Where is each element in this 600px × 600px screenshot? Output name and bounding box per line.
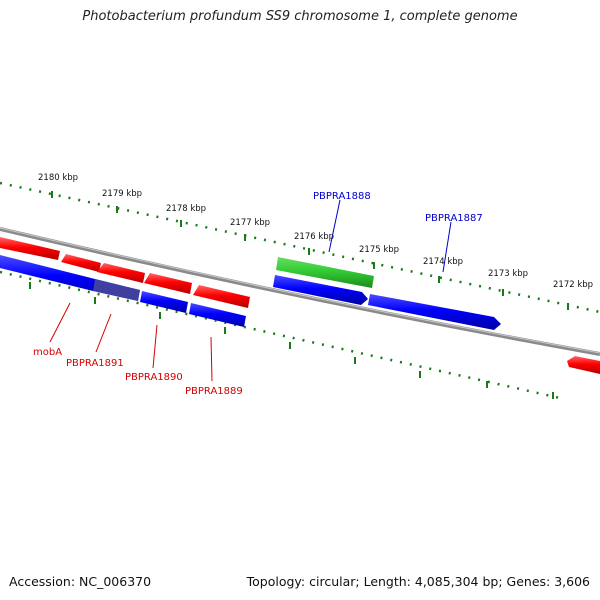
gene-arrow-reverse[interactable] [189,303,246,327]
accession-text: Accession: NC_006370 [9,574,152,589]
tick-label-2177: 2177 kbp [230,218,270,228]
callout-line-pbpra1891 [95,313,112,353]
gene-arrow-reverse-overlap[interactable] [93,279,140,301]
tick-label-2178: 2178 kbp [166,204,206,214]
tick-label-2175: 2175 kbp [359,245,399,255]
gene-arrow-forward[interactable] [97,263,145,283]
gene-arrow-rna[interactable] [276,257,374,288]
callout-line-pbpra1888 [328,199,341,253]
genome-summary-text: Topology: circular; Length: 4,085,304 bp… [246,574,590,589]
outer-tick-track [0,181,600,314]
gene-label-pbpra1887[interactable]: PBPRA1887 [425,213,483,224]
tick-label-2172: 2172 kbp [553,280,593,290]
gene-arrow-reverse[interactable] [140,291,188,313]
map-title: Photobacterium profundum SS9 chromosome … [82,9,518,24]
callout-line-pbpra1890 [152,324,158,369]
gene-arrow-forward[interactable] [0,237,60,260]
gene-arrow-reverse[interactable] [368,294,501,330]
tick-label-2179: 2179 kbp [102,189,142,199]
callout-line-pbpra1889 [210,336,213,382]
gene-arrow-forward[interactable] [567,356,600,374]
tick-label-2173: 2173 kbp [488,269,528,279]
gene-arrow-forward[interactable] [61,254,101,272]
callout-line-mobA [49,302,71,343]
gene-label-pbpra1891[interactable]: PBPRA1891 [66,358,124,369]
gene-label-pbpra1890[interactable]: PBPRA1890 [125,372,183,383]
genome-backbone [0,227,600,356]
gene-arrow-reverse[interactable] [273,275,368,305]
tick-label-2180: 2180 kbp [38,173,78,183]
tick-label-2174: 2174 kbp [423,257,463,267]
callout-line-pbpra1887 [442,221,452,273]
gene-label-pbpra1889[interactable]: PBPRA1889 [185,386,243,397]
gene-arrow-forward[interactable] [193,285,250,308]
gene-label-mobA[interactable]: mobA [33,347,62,358]
gene-label-pbpra1888[interactable]: PBPRA1888 [313,191,371,202]
tick-label-2176: 2176 kbp [294,232,334,242]
gene-arrow-forward[interactable] [144,273,192,294]
